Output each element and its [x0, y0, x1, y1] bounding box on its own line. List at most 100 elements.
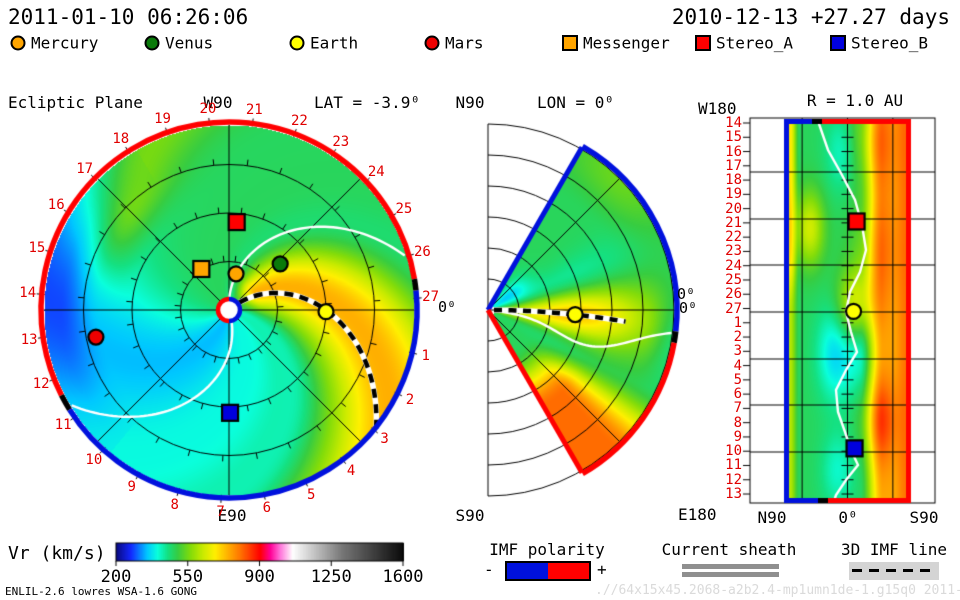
radial-row-24: 24: [725, 257, 742, 274]
ecliptic-day-25: 25: [395, 201, 413, 217]
colorbar-tick-1250: 1250: [310, 567, 352, 587]
colorbar-tick-1600: 1600: [382, 567, 424, 587]
radial-w180-label: W180: [698, 99, 737, 118]
colorbar-tick-200: 200: [100, 567, 132, 587]
imf-3d-line-label: 3D IMF line: [841, 540, 947, 559]
colorbar-label: Vr (km/s): [8, 543, 106, 564]
ecliptic-day-26: 26: [413, 243, 431, 260]
radial-row-6: 6: [733, 386, 742, 403]
mars-legend-swatch: [424, 35, 440, 51]
messenger-legend-swatch: [562, 35, 578, 51]
radial-title: R = 1.0 AU: [806, 91, 904, 110]
radial-row-25: 25: [725, 271, 742, 288]
ecliptic-day-22: 22: [290, 112, 308, 129]
colorbar-tick-900: 900: [244, 567, 275, 587]
venus-legend-swatch: [144, 35, 160, 51]
radial-row-9: 9: [733, 428, 742, 445]
ecliptic-day-13: 13: [20, 331, 38, 348]
ecliptic-day-17: 17: [76, 160, 94, 177]
radial-row-19: 19: [725, 186, 742, 203]
ecliptic-day-23: 23: [332, 133, 350, 150]
radial-e180-label: E180: [678, 505, 717, 524]
radial-row-12: 12: [725, 471, 742, 488]
ecliptic-day-12: 12: [32, 376, 50, 393]
colorbar-tick-550: 550: [172, 567, 204, 587]
radial-row-10: 10: [725, 443, 742, 460]
mars-legend-label: Mars: [445, 33, 484, 53]
ecliptic-w90-label: W90: [203, 93, 233, 112]
radial-row-22: 22: [725, 229, 742, 246]
stereo_b-legend-label: Stereo_B: [851, 33, 929, 53]
ecliptic-day-27: 27: [422, 289, 440, 306]
ecliptic-day-20: 20: [199, 101, 217, 118]
stereo_b-legend-swatch: [830, 35, 846, 51]
radial-zero-label: 0⁰: [838, 508, 858, 527]
ecliptic-day-7: 7: [216, 503, 225, 520]
meridional-zero-deg-label: 0⁰: [676, 285, 696, 303]
messenger-legend-label: Messenger: [583, 33, 670, 53]
meridional-s90-label: S90: [455, 506, 485, 525]
radial-zero-lon-label: 0⁰: [678, 299, 698, 317]
ecliptic-day-21: 21: [245, 101, 263, 118]
ecliptic-day-5: 5: [306, 486, 316, 503]
ecliptic-day-2: 2: [405, 391, 415, 408]
earth-legend-label: Earth: [310, 33, 359, 53]
radial-row-5: 5: [733, 371, 742, 388]
imf-polarity-swatch: [505, 561, 591, 581]
radial-row-13: 13: [725, 486, 742, 503]
radial-row-21: 21: [725, 214, 742, 231]
radial-row-11: 11: [725, 457, 742, 474]
imf-negative-color: [507, 563, 548, 579]
imf-3d-line-swatch: [849, 562, 939, 580]
imf-plus-sign: +: [597, 560, 607, 579]
current-sheath-label: Current sheath: [661, 540, 797, 559]
stereo_a-legend-swatch: [695, 35, 711, 51]
radial-row-2: 2: [733, 329, 742, 346]
ecliptic-e90-label: E90: [217, 506, 247, 525]
ecliptic-zero-deg-label: 0⁰: [437, 298, 457, 316]
ecliptic-day-18: 18: [112, 131, 130, 148]
radial-row-3: 3: [733, 343, 742, 360]
run-id-watermark: .//64x15x45.2068-a2b2.4-mp1umn1de-1.g15q…: [595, 583, 960, 598]
ecliptic-day-8: 8: [170, 496, 179, 513]
mercury-legend-label: Mercury: [31, 33, 99, 53]
radial-row-26: 26: [725, 286, 742, 303]
mercury-legend-swatch: [10, 35, 26, 51]
ecliptic-day-14: 14: [19, 285, 37, 302]
radial-row-17: 17: [725, 157, 742, 174]
radial-row-4: 4: [733, 357, 742, 374]
meridional-n90-label: N90: [455, 93, 485, 112]
radial-row-7: 7: [733, 400, 742, 417]
radial-row-23: 23: [725, 243, 742, 260]
radial-s90-label: S90: [909, 508, 939, 527]
model-version-line: ENLIL-2.6 lowres WSA-1.6 GONG: [5, 585, 198, 598]
radial-row-14: 14: [725, 115, 742, 131]
meridional-lon-label: LON = 0⁰: [537, 93, 615, 112]
radial-row-1: 1: [733, 314, 742, 331]
radial-row-27: 27: [725, 300, 742, 317]
ecliptic-lat-label: LAT = -3.9⁰: [314, 93, 420, 112]
radial-row-8: 8: [733, 414, 742, 431]
current-sheath-swatch-top: [682, 564, 779, 569]
current-sheath-swatch-bottom: [682, 572, 779, 577]
ecliptic-day-24: 24: [367, 163, 385, 180]
ecliptic-day-11: 11: [54, 417, 72, 434]
stereo_a-legend-label: Stereo_A: [716, 33, 794, 53]
ecliptic-day-10: 10: [85, 452, 103, 469]
earth-legend-swatch: [289, 35, 305, 51]
ecliptic-day-6: 6: [262, 500, 272, 517]
simulation-time: 2011-01-10 06:26:06: [8, 5, 249, 29]
ecliptic-day-1: 1: [421, 348, 430, 365]
ecliptic-day-4: 4: [346, 462, 356, 479]
imf-positive-color: [548, 563, 589, 579]
imf-minus-sign: -: [484, 560, 494, 579]
start-time-elapsed: 2010-12-13 +27.27 days: [671, 5, 950, 29]
radial-row-15: 15: [725, 129, 742, 146]
ecliptic-day-9: 9: [127, 479, 136, 495]
radial-row-18: 18: [725, 172, 742, 189]
ecliptic-day-16: 16: [47, 197, 65, 214]
ecliptic-day-3: 3: [380, 430, 389, 447]
ecliptic-title: Ecliptic Plane: [8, 93, 143, 112]
